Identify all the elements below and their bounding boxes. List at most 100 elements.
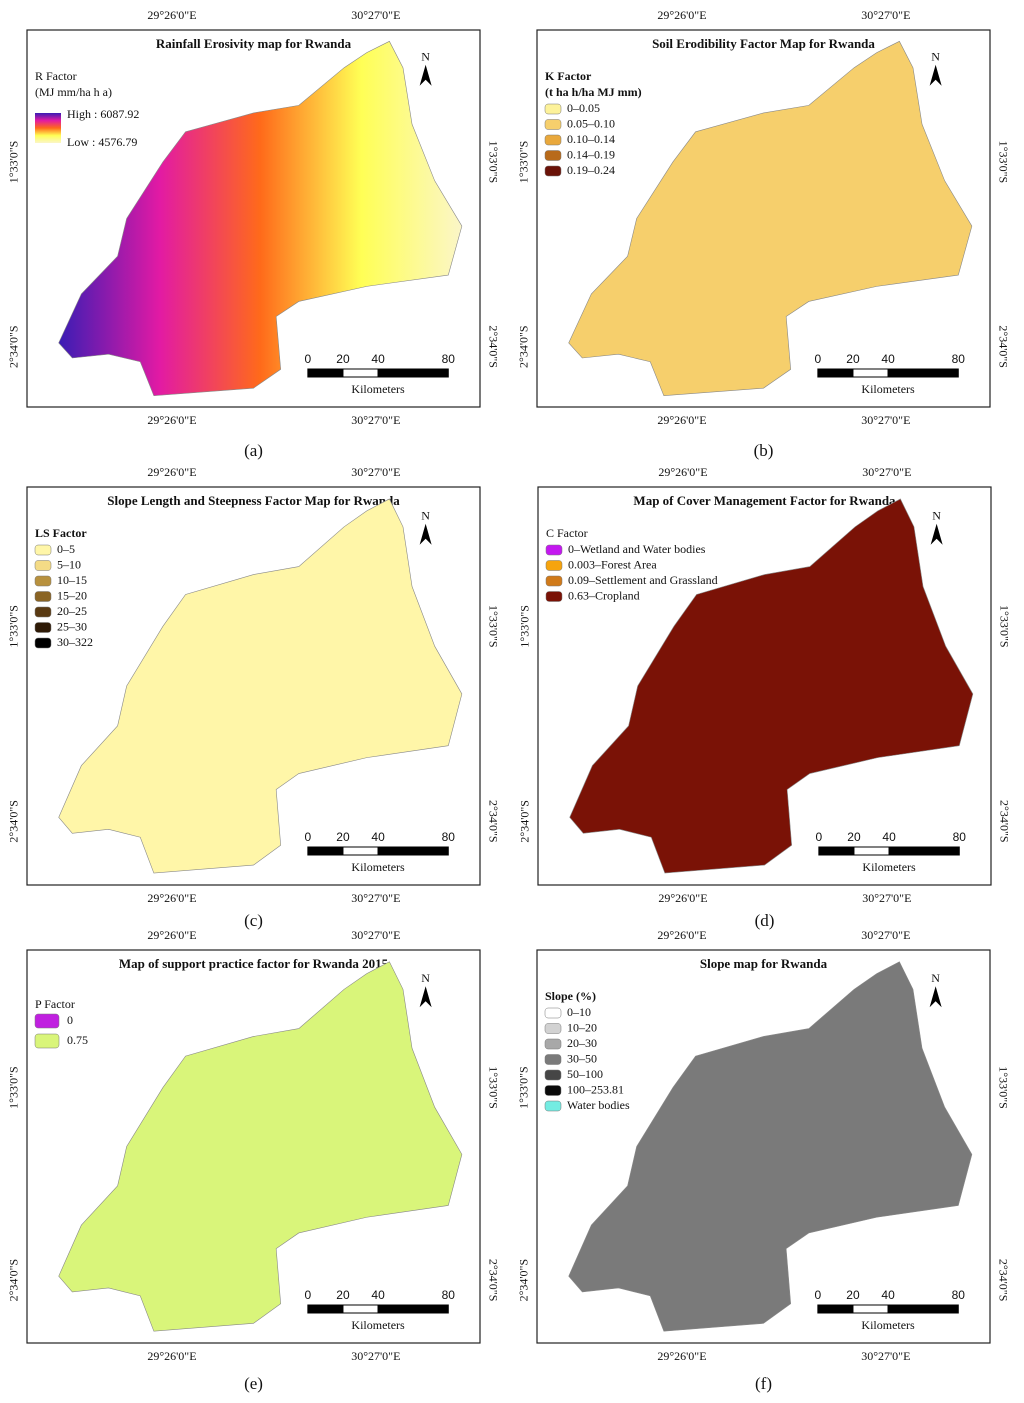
scale-bar: [852, 1304, 889, 1314]
legend-label: 0–5: [57, 542, 75, 556]
scale-label: 40: [371, 352, 385, 366]
scale-label: 20: [336, 830, 350, 844]
legend-label: 0.19–0.24: [567, 163, 615, 177]
lat-label: 2°34'0"S: [486, 1259, 500, 1302]
legend-label: 0–10: [567, 1005, 591, 1019]
legend-label: 5–10: [57, 557, 81, 571]
map-title: Rainfall Erosivity map for Rwanda: [156, 36, 352, 51]
country-map: [58, 498, 463, 874]
legend-title: (MJ mm/ha h a): [35, 85, 112, 99]
lon-label: 29°26'0"E: [657, 8, 706, 22]
legend-label: 0.75: [67, 1033, 88, 1047]
scale-label: 40: [881, 352, 895, 366]
north-label: N: [421, 509, 430, 523]
scale-bar: [342, 368, 379, 378]
lat-label: 2°34'0"S: [517, 1259, 531, 1302]
north-arrow: [419, 986, 432, 1008]
lon-label: 29°26'0"E: [147, 928, 196, 942]
scale-label: 40: [882, 830, 896, 844]
country-map: [568, 40, 973, 397]
legend-label: 0.05–0.10: [567, 116, 615, 130]
scale-bar: [887, 1304, 959, 1314]
lon-label: 30°27'0"E: [351, 928, 400, 942]
scale-label: 0: [305, 352, 312, 366]
lat-label: 2°34'0"S: [518, 800, 532, 843]
lon-label: 30°27'0"E: [351, 891, 400, 905]
legend-swatch: [544, 150, 562, 161]
legend-swatch: [35, 113, 61, 143]
scale-bar: [817, 368, 854, 378]
scale-bar: [817, 1304, 854, 1314]
scale-bar: [887, 368, 959, 378]
panel-frame: [26, 29, 481, 408]
lon-label: 30°27'0"E: [351, 1349, 400, 1363]
legend-swatch: [34, 560, 52, 571]
legend-label: 100–253.81: [567, 1082, 624, 1096]
north-arrow: [929, 64, 942, 86]
legend-swatch: [545, 560, 563, 571]
scale-label: 80: [953, 830, 967, 844]
scale-label: 80: [952, 1288, 966, 1302]
legend-swatch: [545, 591, 563, 602]
map-title: Map of Cover Management Factor for Rwand…: [633, 493, 896, 508]
legend-title: Slope (%): [545, 989, 596, 1003]
legend-label: 30–322: [57, 635, 93, 649]
lat-label: 1°33'0"S: [996, 1066, 1010, 1109]
scale-bar: [888, 846, 960, 856]
legend-swatch: [544, 134, 562, 146]
lon-label: 29°26'0"E: [657, 413, 706, 427]
scale-label: 40: [371, 830, 385, 844]
legend-swatch: [34, 606, 52, 618]
scale-bar: [307, 368, 344, 378]
lon-label: 29°26'0"E: [658, 891, 707, 905]
lat-label: 1°33'0"S: [486, 141, 500, 184]
scale-bar: [342, 1304, 379, 1314]
legend-title: (t ha h/ha MJ mm): [545, 85, 642, 99]
legend-label: 20–30: [567, 1036, 597, 1050]
legend-swatch: [544, 1069, 562, 1081]
lat-label: 1°33'0"S: [996, 141, 1010, 184]
legend-label: 15–20: [57, 588, 87, 602]
legend-label: High : 6087.92: [67, 107, 139, 121]
lon-label: 30°27'0"E: [861, 413, 910, 427]
scale-label: 0: [815, 1288, 822, 1302]
north-arrow: [419, 523, 432, 545]
lon-label: 30°27'0"E: [861, 8, 910, 22]
legend-label: 50–100: [567, 1067, 603, 1081]
legend-label: 10–20: [567, 1020, 597, 1034]
lat-label: 2°34'0"S: [486, 800, 500, 843]
legend-label: 25–30: [57, 619, 87, 633]
legend-swatch: [544, 1007, 562, 1019]
legend-label: Low : 4576.79: [67, 135, 137, 149]
north-arrow: [419, 64, 432, 86]
scale-unit: Kilometers: [351, 382, 405, 396]
scale-bar: [307, 1304, 344, 1314]
panel-frame: [536, 949, 991, 1344]
caption: (f): [755, 1374, 772, 1393]
scale-label: 40: [881, 1288, 895, 1302]
legend-title: K Factor: [545, 69, 592, 83]
lon-label: 29°26'0"E: [147, 8, 196, 22]
north-label: N: [931, 971, 940, 985]
scale-label: 20: [336, 1288, 350, 1302]
scale-unit: Kilometers: [351, 1318, 405, 1332]
scale-unit: Kilometers: [862, 860, 916, 874]
legend-title: LS Factor: [35, 526, 87, 540]
legend-swatch: [34, 591, 52, 602]
lat-label: 2°34'0"S: [517, 325, 531, 368]
lat-label: 2°34'0"S: [7, 1259, 21, 1302]
legend-label: 0.10–0.14: [567, 132, 615, 146]
caption: (c): [244, 911, 263, 930]
country-map: [569, 498, 974, 874]
lat-label: 2°34'0"S: [486, 325, 500, 368]
caption: (d): [755, 911, 775, 930]
legend-swatch: [544, 1100, 562, 1112]
lat-label: 2°34'0"S: [7, 800, 21, 843]
lon-label: 29°26'0"E: [657, 928, 706, 942]
north-arrow: [930, 523, 943, 545]
legend-swatch: [34, 544, 52, 556]
legend-swatch: [34, 575, 52, 587]
country-map: [58, 40, 463, 397]
scale-bar: [853, 846, 890, 856]
